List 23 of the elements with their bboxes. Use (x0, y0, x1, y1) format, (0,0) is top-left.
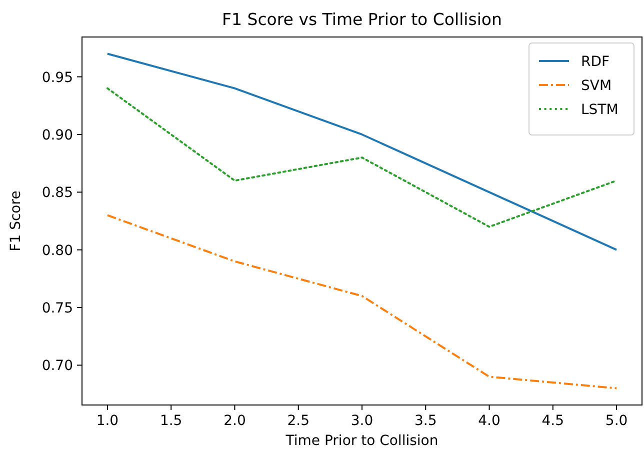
x-tick-label: 2.0 (224, 413, 246, 429)
y-tick-label: 0.85 (42, 185, 73, 202)
y-tick-label: 0.90 (42, 127, 73, 144)
chart-title: F1 Score vs Time Prior to Collision (222, 10, 502, 29)
x-tick-label: 5.0 (605, 413, 628, 429)
x-tick-label: 3.5 (414, 413, 437, 429)
y-tick-label: 0.95 (42, 70, 73, 86)
x-tick-label: 4.5 (542, 413, 564, 429)
legend-label: SVM (581, 78, 612, 94)
line-series (106, 52, 618, 251)
y-tick-label: 0.75 (42, 300, 73, 317)
y-axis-title: F1 Score (8, 190, 24, 252)
legend-label: RDF (581, 54, 610, 70)
line-series (106, 214, 618, 390)
x-tick-label: 4.0 (478, 413, 500, 429)
y-tick-label: 0.70 (42, 358, 73, 374)
y-tick-label: 0.80 (42, 242, 73, 259)
x-tick-label: 2.5 (287, 413, 310, 429)
x-tick-label: 1.5 (160, 413, 182, 429)
x-tick-label: 1.0 (96, 413, 119, 429)
x-axis-title: Time Prior to Collision (284, 433, 438, 449)
x-tick-label: 3.0 (350, 413, 374, 429)
legend-label: LSTM (581, 102, 618, 118)
